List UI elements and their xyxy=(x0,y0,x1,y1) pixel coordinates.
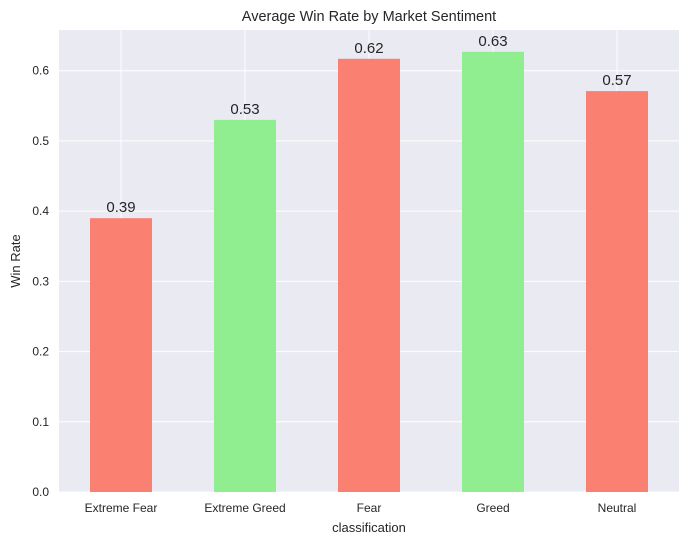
bar-neutral xyxy=(586,91,648,492)
x-axis-ticks: Extreme Fear Extreme Greed Fear Greed Neutra… xyxy=(85,501,637,515)
x-tick-label: Greed xyxy=(476,501,509,515)
x-tick-label: Neutral xyxy=(598,501,637,515)
x-tick-label: Extreme Fear xyxy=(85,501,158,515)
data-label: 0.63 xyxy=(478,33,507,50)
y-tick-label: 0.6 xyxy=(32,64,49,78)
y-tick-label: 0.3 xyxy=(32,274,49,288)
data-labels-layer: 0.39 0.53 0.62 0.63 0.57 xyxy=(106,33,631,216)
chart-title: Average Win Rate by Market Sentiment xyxy=(242,9,496,25)
y-tick-label: 0.0 xyxy=(32,485,49,499)
data-label: 0.53 xyxy=(230,101,259,118)
x-axis-label: classification xyxy=(332,520,406,535)
y-axis-label: Win Rate xyxy=(8,234,23,287)
y-tick-label: 0.2 xyxy=(32,345,49,359)
bar-extreme-fear xyxy=(90,218,152,492)
y-tick-label: 0.1 xyxy=(32,415,49,429)
bar-extreme-greed xyxy=(214,119,276,492)
data-label: 0.39 xyxy=(106,199,135,216)
data-label: 0.62 xyxy=(354,40,383,57)
bar-fear xyxy=(338,58,400,493)
y-tick-label: 0.5 xyxy=(32,134,49,148)
x-tick-label: Fear xyxy=(357,501,382,515)
y-axis-ticks: 0.0 0.1 0.2 0.3 0.4 0.5 0.6 xyxy=(32,64,49,499)
x-tick-label: Extreme Greed xyxy=(204,501,285,515)
data-label: 0.57 xyxy=(602,72,631,89)
y-tick-label: 0.4 xyxy=(32,204,49,218)
bars-layer xyxy=(90,51,648,493)
bar-greed xyxy=(462,51,524,492)
